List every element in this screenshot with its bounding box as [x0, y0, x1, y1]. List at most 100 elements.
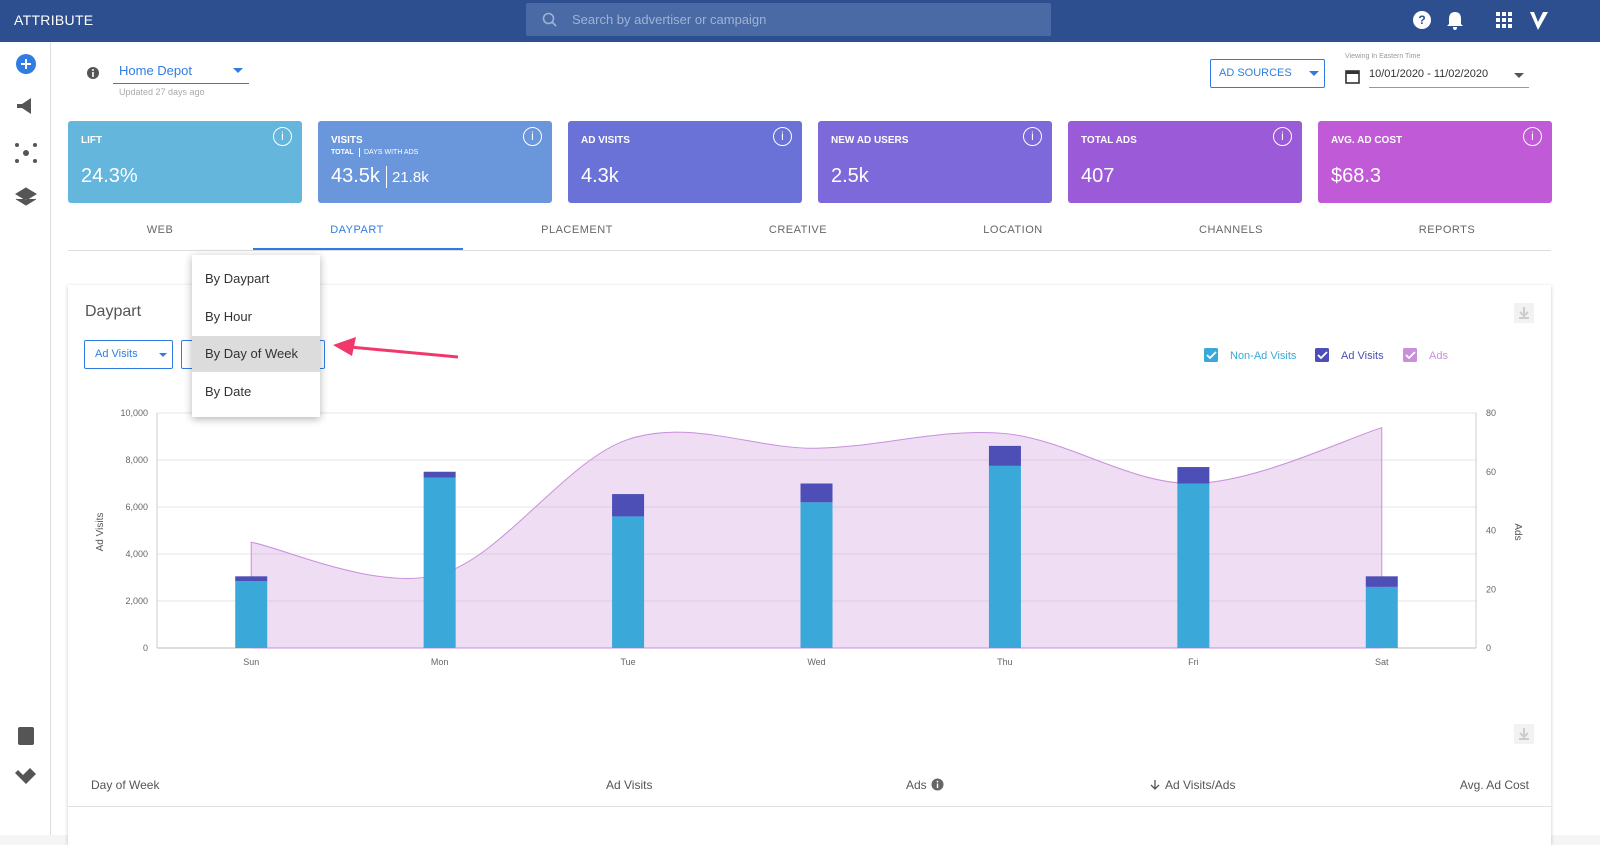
menu-item[interactable]: By Day of Week — [192, 336, 320, 372]
legend-label: Ads — [1429, 350, 1448, 362]
metric-select[interactable]: Ad Visits — [84, 340, 173, 369]
y2-tick-label: 20 — [1486, 584, 1496, 594]
info-icon — [931, 778, 944, 791]
timezone: Viewing In Eastern Time — [1345, 53, 1421, 60]
kpi-value: 43.5k — [331, 165, 380, 187]
x-tick-label: Tue — [620, 657, 635, 667]
x-tick-label: Fri — [1188, 657, 1199, 667]
sidebar-icons[interactable] — [0, 42, 51, 835]
kpi-label: AVG. AD COST — [1331, 135, 1403, 146]
info[interactable]: i — [273, 127, 292, 146]
legend-check — [1206, 351, 1217, 360]
kpi-value: 2.5k — [831, 165, 869, 187]
bar-segment — [235, 581, 268, 648]
date-range[interactable]: 10/01/2020 - 11/02/2020 — [1369, 62, 1529, 88]
y2-tick-label: 0 — [1486, 643, 1491, 653]
tabs-rule — [68, 250, 1551, 251]
kpi-card: AVG. AD COST $68.3 i — [1318, 121, 1552, 203]
caret — [1514, 73, 1524, 78]
kpi-value: 21.8k — [392, 169, 429, 186]
x-tick-label: Thu — [997, 657, 1013, 667]
kpi-card: LIFT 24.3% i — [68, 121, 302, 203]
search[interactable]: Search by advertiser or campaign — [526, 3, 1051, 36]
bar-segment — [1177, 483, 1210, 648]
panel-title: Daypart — [85, 303, 142, 320]
kpi-card: NEW AD USERS 2.5k i — [818, 121, 1052, 203]
info[interactable]: i — [1273, 127, 1292, 146]
tab[interactable]: PLACEMENT — [541, 224, 613, 236]
divider — [359, 148, 360, 157]
header-icons[interactable]: ? — [1410, 8, 1555, 34]
annotation-arrow — [333, 337, 459, 359]
tab[interactable]: CREATIVE — [768, 224, 828, 236]
menu-item[interactable]: By Date — [205, 384, 252, 399]
kpi-card: VISITS TOTAL DAYS WITH ADS 43.5k 21.8k i — [318, 121, 552, 203]
legend-item[interactable]: Non-Ad Visits — [1204, 348, 1297, 362]
kpi-label: LIFT — [81, 135, 103, 146]
y2-axis-title: Ads — [1512, 523, 1523, 540]
kpi-label: NEW AD USERS — [831, 135, 909, 146]
calendar-icon — [1345, 70, 1360, 84]
kpi-label: AD VISITS — [581, 135, 630, 146]
legend-checkbox — [1403, 348, 1417, 362]
legend-label: Non-Ad Visits — [1230, 350, 1297, 362]
kpi-card: TOTAL ADS 407 i — [1068, 121, 1302, 203]
caret — [1309, 71, 1319, 76]
date-range-label: 10/01/2020 - 11/02/2020 — [1369, 68, 1489, 80]
y-tick-label: 8,000 — [125, 455, 148, 465]
tab[interactable]: WEB — [146, 224, 174, 236]
table-header[interactable]: Ads — [906, 778, 927, 792]
metric-label: Ad Visits — [95, 348, 138, 360]
bar-segment — [1365, 576, 1398, 587]
grouping-menu: By Daypart By Hour By Day of Week By Dat… — [192, 255, 320, 417]
y-tick-label: 4,000 — [125, 549, 148, 559]
bar-segment — [612, 494, 645, 517]
bar-segment — [988, 465, 1021, 648]
table-header[interactable]: Day of Week — [91, 778, 160, 792]
table-header[interactable]: Avg. Ad Cost — [1459, 778, 1529, 792]
legend-item[interactable]: Ad Visits — [1315, 348, 1384, 362]
bar-segment — [423, 477, 456, 648]
table-header[interactable]: Ad Visits/Ads — [1165, 778, 1236, 792]
tab[interactable]: DAYPART — [330, 224, 384, 236]
caret — [233, 68, 243, 73]
ad-sources[interactable]: AD SOURCES — [1210, 59, 1325, 88]
menu-item[interactable]: By Daypart — [205, 271, 270, 286]
legend-label: Ad Visits — [1341, 350, 1384, 362]
bar-segment — [988, 445, 1021, 466]
download[interactable] — [1514, 724, 1534, 744]
x-tick-label: Sun — [243, 657, 259, 667]
caret — [159, 353, 167, 357]
legend-check — [1317, 351, 1328, 360]
tab[interactable]: CHANNELS — [1199, 224, 1263, 236]
info-icon — [87, 67, 99, 79]
active-tab-bar — [253, 248, 463, 250]
menu-item[interactable]: By Hour — [205, 309, 252, 324]
kpi-value: 24.3% — [81, 165, 138, 187]
info[interactable]: i — [773, 127, 792, 146]
info[interactable]: i — [1023, 127, 1042, 146]
tab[interactable]: LOCATION — [983, 224, 1043, 236]
kpi-value: 407 — [1081, 165, 1115, 187]
advertiser: Home Depot — [119, 63, 192, 78]
kpi-sub: DAYS WITH ADS — [364, 149, 419, 156]
updated: Updated 27 days ago — [119, 87, 205, 97]
y2-tick-label: 40 — [1486, 526, 1496, 536]
advertiser-select[interactable]: Home Depot — [113, 62, 249, 84]
download[interactable] — [1514, 303, 1534, 323]
kpi-value: 4.3k — [581, 165, 619, 187]
info[interactable]: i — [1523, 127, 1542, 146]
kpi-card: AD VISITS 4.3k i — [568, 121, 802, 203]
bar-segment — [612, 516, 645, 648]
bar-segment — [235, 576, 268, 582]
sidebar — [0, 42, 51, 835]
y-tick-label: 2,000 — [125, 596, 148, 606]
bar-segment — [800, 502, 833, 648]
top-bar: ATTRIBUTE Search by advertiser or campai… — [0, 0, 1600, 42]
info[interactable]: i — [523, 127, 542, 146]
legend-item[interactable]: Ads — [1403, 348, 1448, 362]
tab[interactable]: REPORTS — [1418, 224, 1476, 236]
legend-checkbox — [1204, 348, 1218, 362]
table-header[interactable]: Ad Visits — [606, 778, 653, 792]
